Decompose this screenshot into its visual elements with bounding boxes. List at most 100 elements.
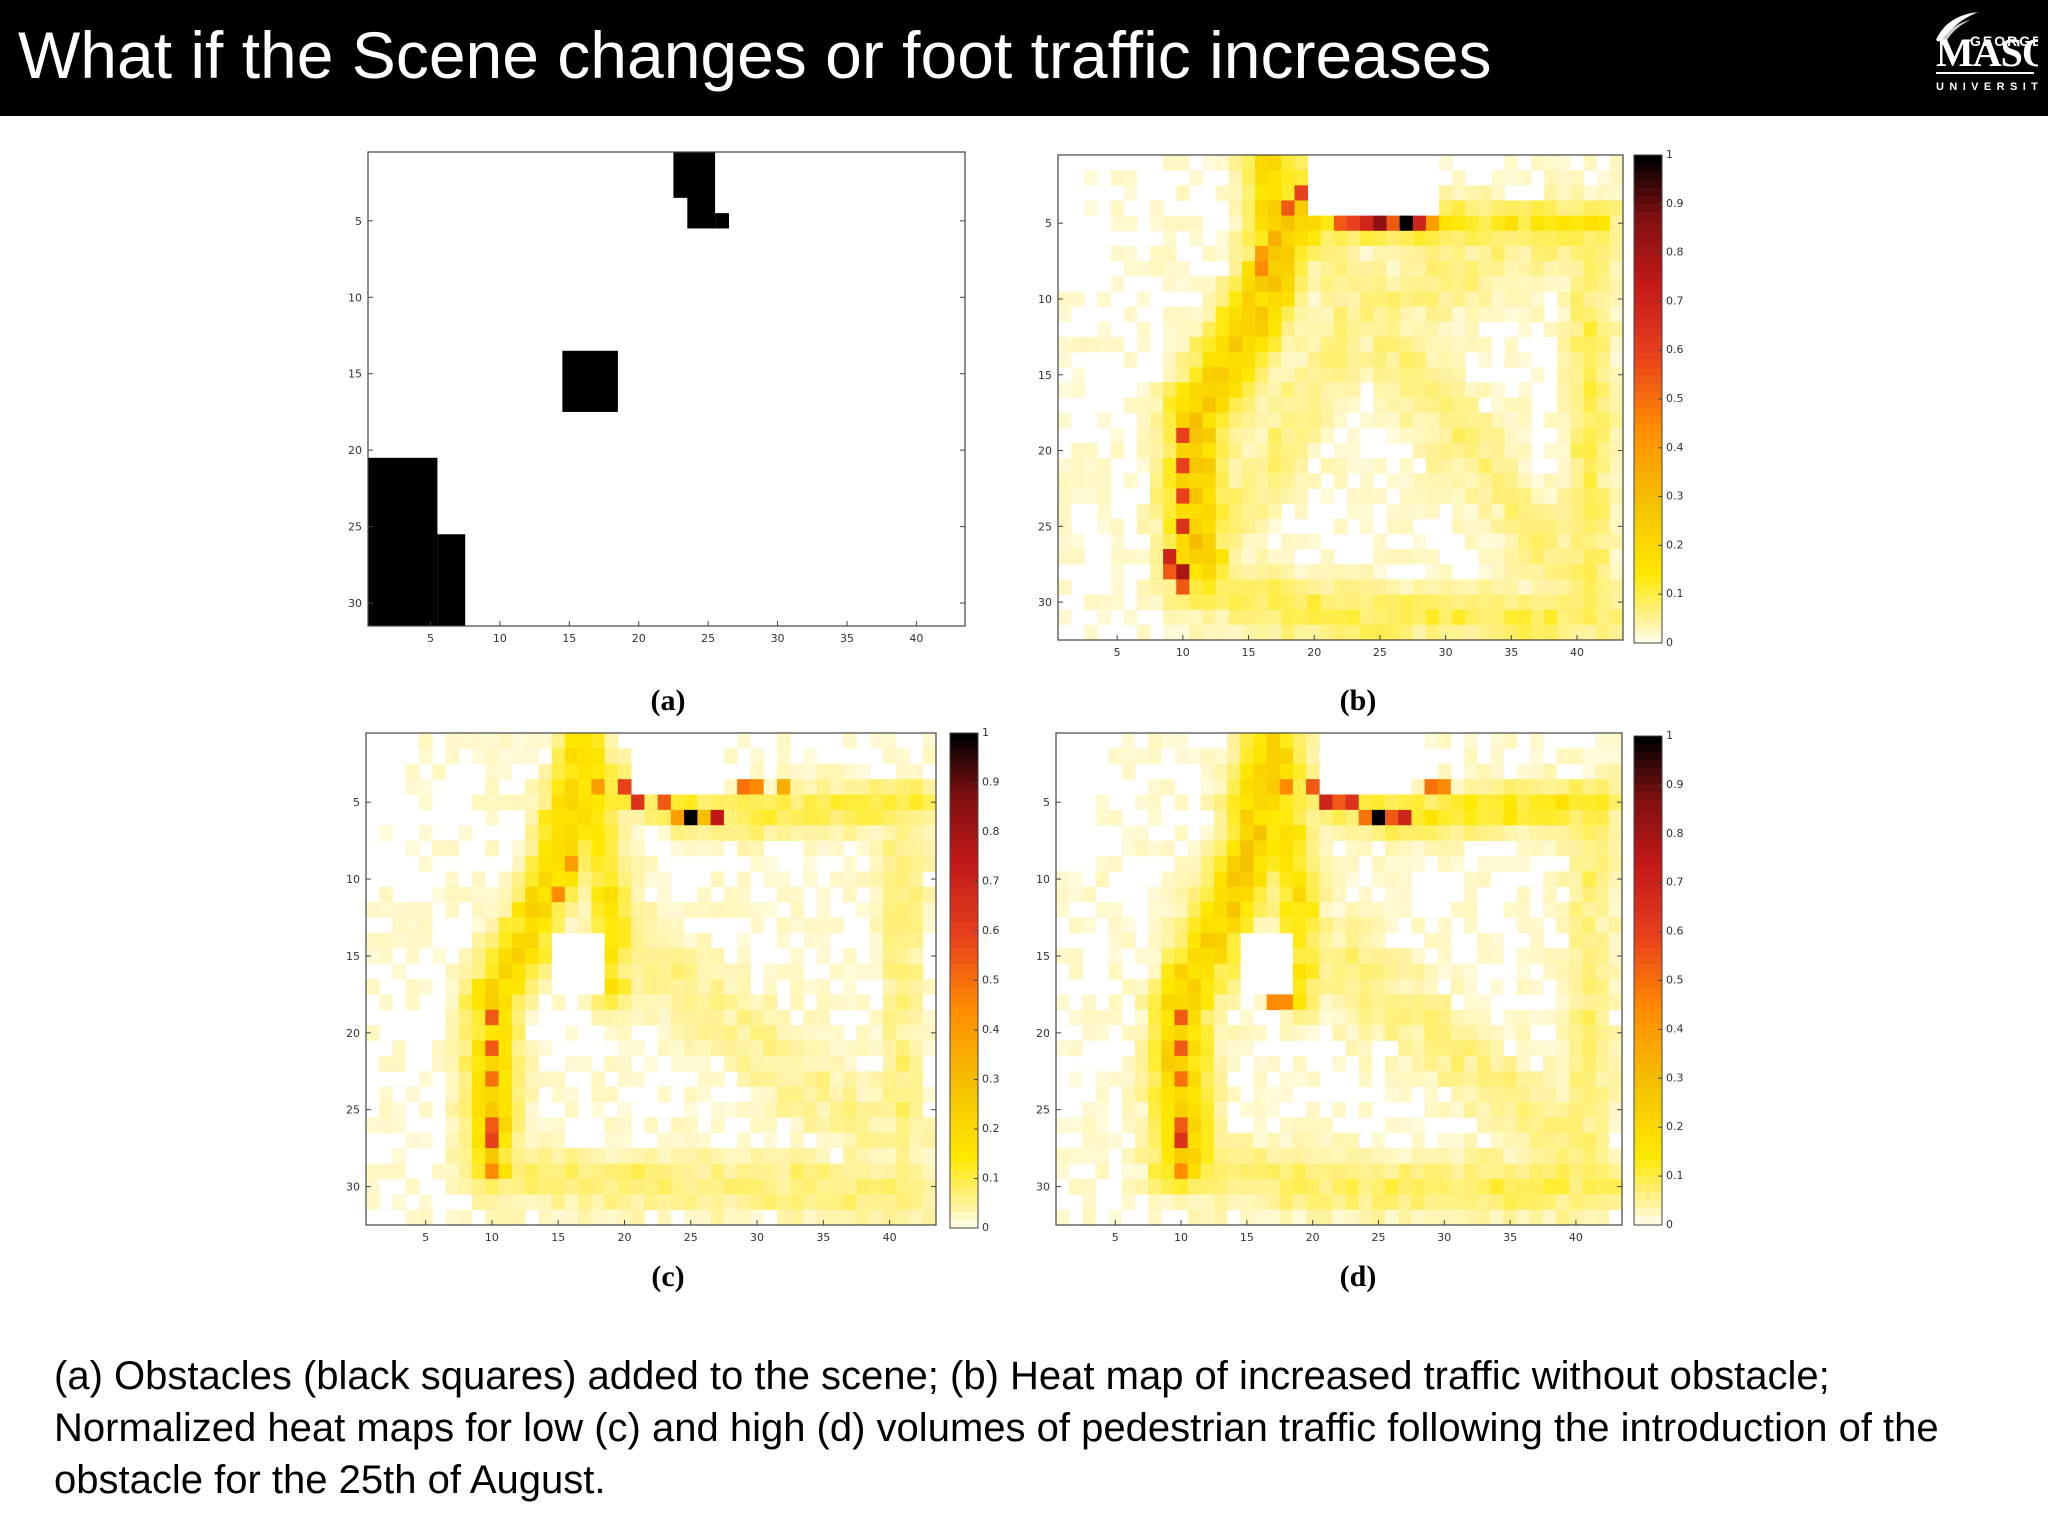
colorbar-segment [1634, 793, 1662, 802]
heatmap-cell [1557, 549, 1571, 565]
heatmap-cell [1200, 1040, 1215, 1057]
colorbar-segment [1634, 1029, 1662, 1039]
heatmap-cell [1292, 748, 1307, 765]
heatmap-cell [1477, 825, 1491, 842]
heatmap-cell [1557, 427, 1571, 444]
heatmap-cell [551, 763, 566, 780]
heatmap-cell [1478, 609, 1493, 626]
heatmap-cell [1213, 1071, 1228, 1088]
heatmap-cell [1306, 763, 1320, 780]
heatmap-cell [1176, 609, 1190, 626]
heatmap-cell [1176, 306, 1190, 323]
colorbar-segment [1634, 561, 1662, 571]
heatmap-cell [1569, 917, 1583, 934]
heatmap-cell [1332, 794, 1346, 811]
heatmap-cell [1149, 442, 1164, 459]
heatmap-cell [1529, 1086, 1544, 1103]
heatmap-cell [1187, 1148, 1202, 1164]
heatmap-cell [1569, 748, 1583, 765]
colorbar-tick-label: 0.8 [1666, 246, 1684, 259]
heatmap-cell [1465, 624, 1479, 641]
heatmap-cell [1333, 336, 1348, 353]
heatmap-cell [1266, 794, 1281, 811]
heatmap-cell [1253, 748, 1268, 765]
heatmap-cell [1544, 215, 1558, 232]
heatmap-cell [1465, 230, 1479, 247]
heatmap-cell [1516, 1086, 1531, 1103]
heatmap-cell [1121, 763, 1136, 780]
heatmap-cell [1596, 473, 1611, 489]
heatmap-cell [1439, 336, 1453, 353]
colorbar-segment [1634, 439, 1662, 449]
heatmap-cell [1570, 488, 1584, 504]
heatmap-cell [1058, 488, 1072, 504]
heatmap-cell [1347, 397, 1361, 414]
heatmap-cell [1452, 382, 1466, 398]
heatmap-cell [1490, 1194, 1504, 1211]
heatmap-cell [1608, 1117, 1623, 1134]
heatmap-cell [1255, 261, 1269, 277]
heatmap-cell [604, 794, 619, 811]
heatmap-cell [1228, 382, 1243, 398]
heatmap-cell [763, 779, 778, 795]
heatmap-cell [1569, 1086, 1583, 1103]
heatmap-cell [1268, 230, 1282, 247]
heatmap-cell [1437, 1102, 1452, 1118]
heatmap-cell [1332, 1132, 1346, 1149]
heatmap-cell [1121, 1025, 1136, 1041]
heatmap-cell [1452, 427, 1466, 444]
colorbar-segment [1634, 801, 1662, 810]
heatmap-cell [405, 763, 420, 780]
heatmap-cell [1215, 624, 1230, 641]
heatmap-cell [1241, 442, 1256, 459]
heatmap-cell [1544, 155, 1558, 171]
heatmap-cell [1516, 1132, 1531, 1149]
colorbar-segment [1634, 423, 1662, 433]
heatmap-cell [1281, 579, 1295, 595]
colorbar-segment [1634, 350, 1662, 359]
heatmap-cell [564, 779, 579, 795]
heatmap-cell [1439, 291, 1453, 307]
heatmap-cell [1084, 473, 1098, 489]
heatmap-cell [1450, 1194, 1465, 1211]
heatmap-cell [1253, 917, 1268, 934]
heatmap-cell [1266, 1102, 1281, 1118]
colorbar-segment [1634, 529, 1662, 538]
heatmap-cell [1097, 473, 1111, 489]
heatmap-cell [1123, 549, 1138, 565]
heatmap-cell [1491, 564, 1506, 580]
heatmap-cell [1056, 1163, 1070, 1180]
heatmap-cell [1504, 518, 1519, 535]
heatmap-cell [1609, 170, 1624, 186]
heatmap-cell [1557, 609, 1571, 626]
heatmap-cell [1174, 1102, 1189, 1118]
heatmap-cell [1557, 170, 1571, 186]
colorbar-segment [1634, 268, 1662, 278]
heatmap-cell [1465, 321, 1479, 338]
heatmap-cell [578, 794, 592, 811]
heatmap-cell [1347, 579, 1361, 595]
heatmap-cell [1281, 185, 1295, 201]
heatmap-cell [1333, 245, 1348, 262]
heatmap-cell [1266, 840, 1281, 857]
heatmap-cell [1148, 733, 1162, 749]
heatmap-cell [1319, 794, 1333, 811]
heatmap-cell [498, 794, 513, 811]
heatmap-cell [1583, 624, 1598, 641]
heatmap-cell [1306, 932, 1320, 949]
heatmap-cell [1582, 779, 1597, 795]
heatmap-cell [1490, 1071, 1504, 1088]
heatmap-cell [1292, 932, 1307, 949]
heatmap-cell [1609, 473, 1624, 489]
heatmap-cell [1608, 917, 1623, 934]
heatmap-cell [1255, 427, 1269, 444]
heatmap-cell [790, 779, 804, 795]
heatmap-cell [1268, 306, 1282, 323]
heatmap-cell [1200, 856, 1215, 872]
heatmap-cell [1058, 533, 1072, 550]
heatmap-cell [1319, 932, 1333, 949]
heatmap-cell [1424, 1178, 1439, 1195]
heatmap-cell [1517, 594, 1532, 611]
heatmap-cell [1608, 979, 1623, 995]
colorbar-segment [1634, 602, 1662, 612]
